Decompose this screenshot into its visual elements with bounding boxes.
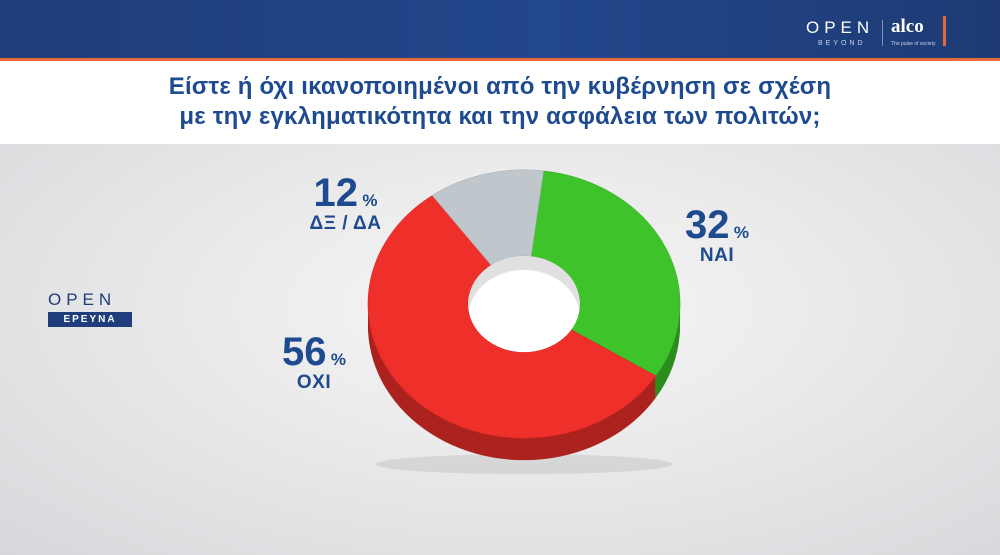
donut-hole-inner-wall [468,255,580,318]
value-no: 56 [281,330,327,374]
label-no: 56 % ΟΧΙ [268,332,360,394]
unit-dk-da: % [362,191,378,210]
question-title-line1: Είστε ή όχι ικανοποιημένοι από την κυβέρ… [168,73,832,100]
donut-hole [468,255,580,353]
logo-divider [882,20,883,46]
unit-no: % [330,350,347,369]
unit-yes: % [733,223,750,242]
value-dk-da: 12 [313,171,358,215]
accent-bar [943,16,946,46]
side-erevna-badge: ΕΡΕΥΝΑ [48,312,132,327]
open-erevna-logo: OPEN ΕΡΕΥΝΑ [48,291,134,327]
label-dk-da: 12 % ΔΞ / ΔΑ [298,173,393,235]
side-open-text: OPEN [48,290,117,309]
top-banner: OPEN BEYOND alco The pulse of society [0,0,1000,61]
category-dk-da: ΔΞ / ΔΑ [309,213,382,234]
question-title-box: Είστε ή όχι ικανοποιημένοι από την κυβέρ… [0,61,1000,144]
open-beyond-subtext: BEYOND [818,40,866,47]
alco-logo: alco [891,16,924,37]
category-no: ΟΧΙ [296,372,332,393]
question-title-line2: με την εγκληματικότητα και την ασφάλεια … [179,103,821,130]
chart-shadow [375,454,673,475]
value-yes: 32 [684,203,730,247]
open-beyond-logo: OPEN [806,18,875,37]
category-yes: ΝΑΙ [699,245,735,266]
label-yes: 32 % ΝΑΙ [672,205,762,267]
alco-tagline: The pulse of society [891,41,936,47]
question-title: Είστε ή όχι ικανοποιημένοι από την κυβέρ… [0,61,1000,132]
